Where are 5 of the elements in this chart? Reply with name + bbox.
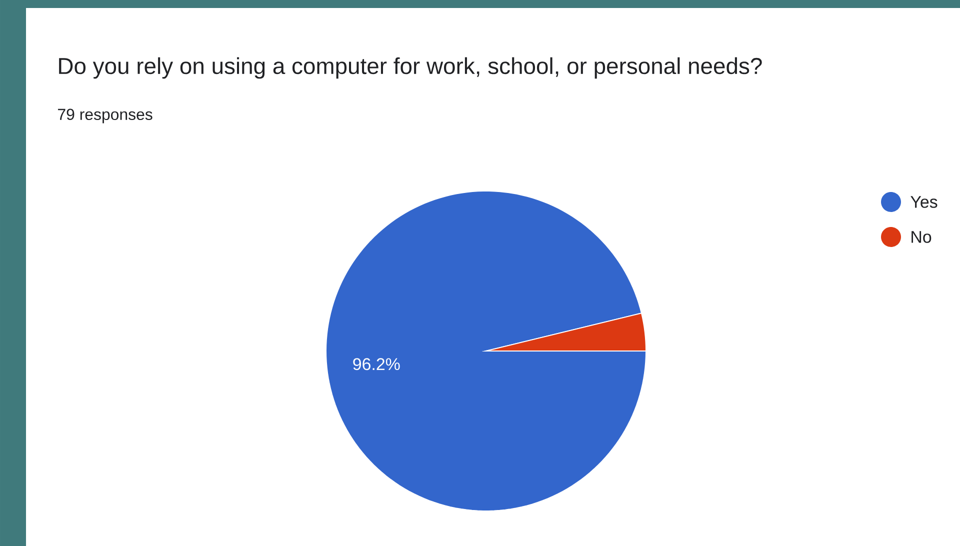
chart-title: Do you rely on using a computer for work, school, or personal needs? [59, 57, 762, 79]
text: 79 responses [58, 108, 152, 124]
legend-label: Yes [910, 196, 938, 208]
data-label: 96.2% [353, 358, 400, 370]
legend-label: No [912, 231, 932, 243]
